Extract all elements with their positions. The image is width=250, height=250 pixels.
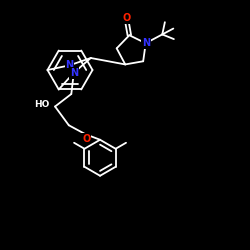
Text: N: N: [142, 38, 150, 48]
Text: O: O: [82, 134, 90, 143]
Text: O: O: [122, 13, 130, 23]
Text: N: N: [70, 68, 78, 78]
Text: HO: HO: [34, 100, 50, 108]
Text: N: N: [66, 60, 74, 70]
